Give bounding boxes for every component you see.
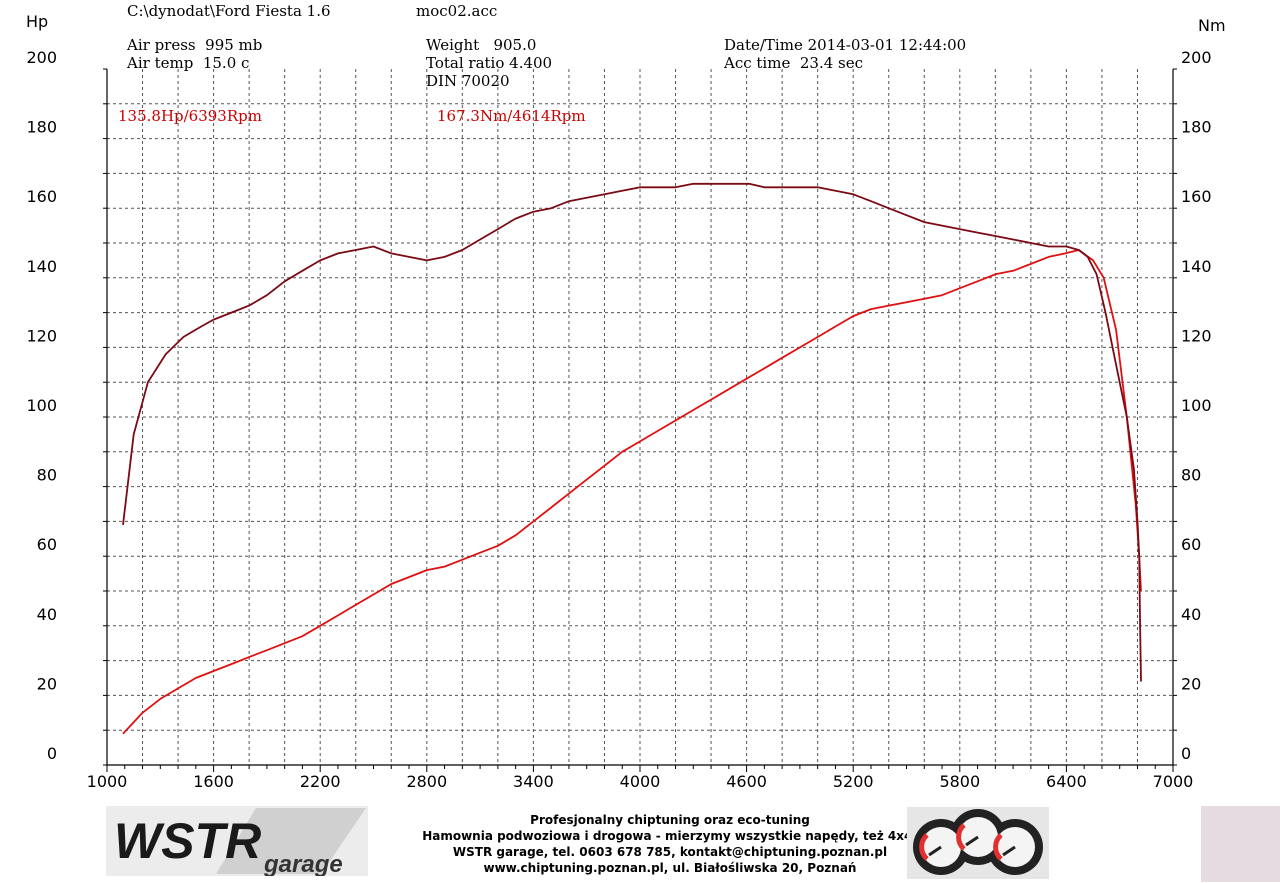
air-press: Air press 995 mb [127, 36, 263, 54]
x-tick-label: 1000 [87, 772, 128, 791]
y-tick-label-right: 20 [1181, 674, 1201, 693]
date-time: Date/Time 2014-03-01 12:44:00 [724, 36, 967, 54]
wstr-garage-logo: WSTR garage [106, 806, 368, 878]
y-tick-label-left: 60 [37, 535, 57, 554]
y-tick-label-right: 40 [1181, 605, 1201, 624]
logo-main-text: WSTR [114, 813, 261, 869]
series-group [122, 182, 1142, 735]
left-y-ticks: 0 20 40 60 80 100 120 140 160 180 200 [26, 48, 57, 763]
y-tick-label-left: 80 [37, 466, 57, 485]
x-tick-label: 6400 [1046, 772, 1087, 791]
y-tick-label-left: 120 [26, 326, 57, 345]
y-tick-label-right: 180 [1181, 118, 1212, 137]
footer-line-3: WSTR garage, tel. 0603 678 785, kontakt@… [452, 845, 888, 859]
peak-torque-label: 167.3Nm/4614Rpm [437, 107, 586, 125]
y-tick-label-right: 200 [1181, 48, 1212, 67]
y-tick-label-right: 60 [1181, 535, 1201, 554]
x-ticks: 1000 1600 2200 2800 3400 4000 4600 5200 5800 6400… [87, 772, 1194, 791]
dyno-chart: 0 20 40 60 80 100 120 140 160 180 200 0 20 40 60 80 100… [26, 48, 1212, 791]
x-tick-label: 3400 [513, 772, 554, 791]
file-path: C:\dynodat\Ford Fiesta 1.6 [127, 2, 331, 20]
series-line-hp [122, 249, 1142, 735]
y-tick-label-left: 100 [26, 396, 57, 415]
y-tick-label-right: 140 [1181, 257, 1212, 276]
corner-block [1201, 806, 1280, 882]
footer-line-2: Hamownia podwoziowa i drogowa - mierzymy… [422, 829, 918, 843]
acc-time: Acc time 23.4 sec [724, 54, 864, 72]
y-tick-label-left: 160 [26, 187, 57, 206]
y-tick-label-left: 0 [47, 744, 57, 763]
y-tick-label-right: 100 [1181, 396, 1212, 415]
footer-line-1: Profesjonalny chiptuning oraz eco-tuning [530, 813, 810, 827]
chart-axes [103, 68, 1177, 772]
y-tick-label-left: 40 [37, 605, 57, 624]
y-tick-label-left: 200 [26, 48, 57, 67]
right-y-ticks: 0 20 40 60 80 100 120 140 160 180 200 [1181, 48, 1212, 763]
total-ratio: Total ratio 4.400 [426, 54, 553, 72]
footer-info: Profesjonalny chiptuning oraz eco-tuning… [380, 812, 960, 876]
left-axis-unit: Hp [26, 12, 49, 31]
x-tick-label: 7000 [1153, 772, 1194, 791]
gauges-logo-icon [907, 807, 1049, 879]
logo-bg-shape [216, 808, 366, 874]
y-tick-label-right: 0 [1181, 744, 1191, 763]
file-name: moc02.acc [416, 2, 498, 20]
air-temp: Air temp 15.0 c [127, 54, 250, 72]
footer-line-4: www.chiptuning.poznan.pl, ul. Białośliws… [483, 861, 857, 875]
x-tick-label: 1600 [193, 772, 234, 791]
y-tick-label-left: 140 [26, 257, 57, 276]
x-tick-label: 5200 [833, 772, 874, 791]
peak-power-label: 135.8Hp/6393Rpm [118, 107, 262, 125]
x-tick-label: 2800 [406, 772, 447, 791]
series-line-nm [122, 182, 1142, 682]
x-tick-label: 4600 [726, 772, 767, 791]
y-tick-label-right: 160 [1181, 187, 1212, 206]
weight: Weight 905.0 [426, 36, 537, 54]
x-tick-label: 4000 [620, 772, 661, 791]
y-tick-label-left: 180 [26, 118, 57, 137]
y-tick-label-left: 20 [37, 674, 57, 693]
x-tick-label: 5800 [939, 772, 980, 791]
y-tick-label-right: 80 [1181, 466, 1201, 485]
y-tick-label-right: 120 [1181, 326, 1212, 345]
logo-sub-text: garage [263, 851, 343, 876]
x-tick-label: 2200 [300, 772, 341, 791]
chart-grid [107, 69, 1173, 765]
right-axis-unit: Nm [1198, 16, 1226, 35]
